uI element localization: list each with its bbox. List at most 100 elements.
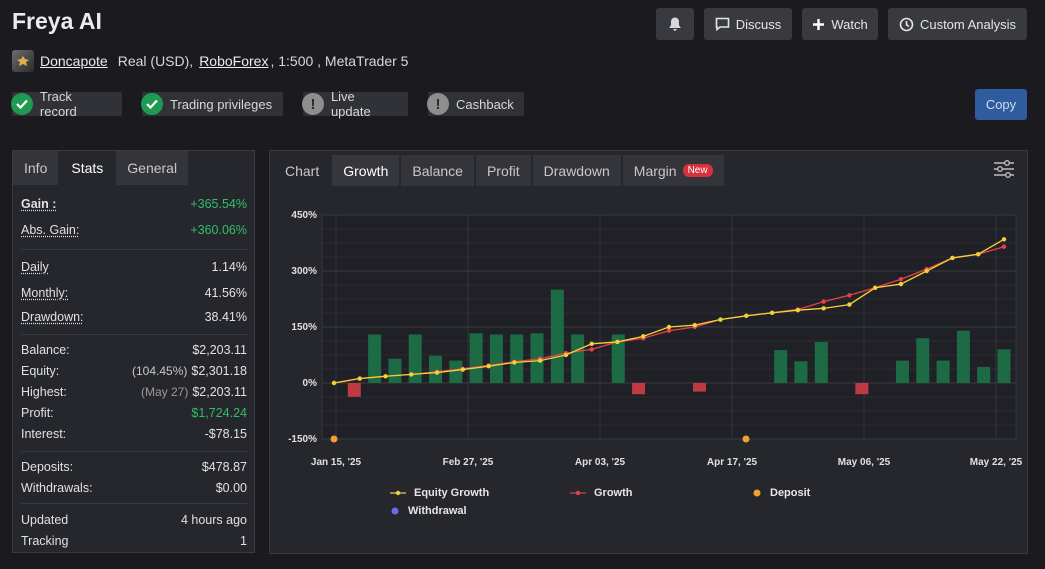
deposit-point: [742, 435, 750, 443]
equity-growth-point: [666, 324, 672, 330]
stat-label[interactable]: Daily: [21, 260, 49, 274]
copy-button[interactable]: Copy: [975, 89, 1027, 120]
dot-marker-icon: [391, 507, 399, 515]
user-link[interactable]: Doncapote: [40, 53, 108, 69]
equity-growth-point: [589, 341, 594, 346]
stat-label[interactable]: Drawdown:: [21, 310, 84, 324]
custom-analysis-button[interactable]: Custom Analysis: [888, 8, 1027, 40]
stat-label[interactable]: Abs. Gain:: [21, 223, 80, 237]
tab-growth[interactable]: Growth: [332, 155, 400, 186]
stat-gain: Gain : +365.54%: [21, 195, 247, 213]
sliders-icon: [994, 160, 1014, 178]
bar: [368, 334, 382, 383]
trading-privileges-badge[interactable]: Trading privileges: [141, 92, 283, 116]
discuss-button[interactable]: Discuss: [704, 8, 792, 40]
bar: [489, 334, 503, 383]
bar: [429, 355, 443, 383]
custom-analysis-label: Custom Analysis: [919, 16, 1017, 32]
badge-label: Live update: [330, 89, 371, 119]
divider: [21, 451, 247, 452]
stat-value: 1.14%: [211, 260, 247, 274]
watch-label: Watch: [831, 16, 868, 32]
legend-deposit[interactable]: Deposit: [752, 487, 810, 499]
stat-label: Profit:: [21, 406, 54, 420]
stat-balance: Balance: $2,203.11: [21, 341, 247, 359]
cashback-badge[interactable]: ! Cashback: [427, 92, 524, 116]
tab-margin[interactable]: Margin New: [622, 155, 724, 186]
stat-label[interactable]: Monthly:: [21, 286, 69, 300]
badge-label: Track record: [39, 89, 77, 119]
growth-chart[interactable]: 450% 300% 150% 0% -150% Jan 15, '25 Feb 27, '2…: [270, 201, 1027, 531]
stat-value: $0.00: [215, 481, 247, 495]
tab-profit[interactable]: Profit: [475, 155, 531, 186]
x-tick-label: Feb 27, '25: [443, 457, 494, 468]
stat-monthly: Monthly: 41.56%: [21, 284, 247, 302]
bar: [936, 360, 950, 383]
bar: [632, 383, 646, 395]
x-tick-label: Apr 03, '25: [575, 457, 626, 468]
bar: [469, 333, 483, 383]
stat-value: $2,203.11: [192, 385, 247, 399]
account-meta: Doncapote Real (USD), RoboForex , 1:500 …: [12, 50, 408, 72]
stat-deposits: Deposits: $478.87: [21, 458, 247, 476]
stat-tracking: Tracking 1: [21, 532, 247, 550]
notifications-button[interactable]: [656, 8, 694, 40]
chart-settings-button[interactable]: [993, 159, 1015, 182]
stat-value: $1,724.24: [191, 406, 247, 420]
x-tick-label: Jan 15, '25: [311, 457, 362, 468]
tab-drawdown[interactable]: Drawdown: [532, 155, 621, 186]
stat-highest: Highest: (May 27) $2,203.11: [21, 383, 247, 401]
tab-balance[interactable]: Balance: [401, 155, 474, 186]
equity-growth-point: [641, 334, 646, 339]
equity-growth-point: [847, 302, 852, 307]
tab-general[interactable]: General: [116, 151, 189, 185]
bar: [550, 289, 564, 383]
eagle-emblem-icon: [17, 56, 29, 66]
bar: [347, 383, 361, 397]
stat-label: Deposits:: [21, 460, 74, 474]
stat-label[interactable]: Gain :: [21, 197, 57, 211]
bar: [692, 383, 706, 392]
live-update-badge[interactable]: ! Live update: [302, 89, 408, 119]
legend-equity-growth[interactable]: Equity Growth: [390, 487, 489, 499]
x-tick-label: May 22, '25: [970, 457, 1023, 468]
legend-withdrawal[interactable]: Withdrawal: [390, 505, 467, 517]
growth-point: [847, 293, 852, 298]
stat-value: $478.87: [201, 460, 247, 474]
bar: [388, 358, 402, 383]
avatar[interactable]: [12, 50, 34, 72]
equity-growth-point: [537, 358, 543, 363]
stat-equity: Equity: (104.45%) $2,301.18: [21, 362, 247, 380]
exclamation-icon: !: [302, 93, 324, 115]
equity-growth-point: [357, 376, 362, 381]
tab-chart[interactable]: Chart: [285, 162, 320, 179]
equity-growth-point: [950, 255, 955, 261]
tab-info[interactable]: Info: [13, 151, 59, 185]
equity-growth-point: [769, 310, 775, 316]
check-icon: [141, 93, 163, 115]
equity-growth-point: [512, 360, 517, 365]
stat-abs-gain: Abs. Gain: +360.06%: [21, 221, 247, 239]
stat-note: (104.45%): [132, 364, 188, 378]
chart-panel: Chart Growth Balance Profit Drawdown Mar…: [269, 150, 1028, 554]
legend-growth[interactable]: Growth: [570, 487, 633, 499]
broker-link[interactable]: RoboForex: [199, 53, 269, 69]
divider: [21, 249, 247, 250]
y-tick-label: 450%: [291, 210, 317, 221]
equity-growth-point: [718, 317, 723, 322]
tab-margin-label: Margin: [633, 162, 677, 179]
watch-button[interactable]: Watch: [802, 8, 878, 40]
tab-stats[interactable]: Stats: [60, 151, 115, 185]
growth-point: [821, 299, 826, 304]
y-tick-label: 0%: [303, 378, 318, 389]
chat-icon: [715, 17, 730, 31]
discuss-label: Discuss: [735, 16, 782, 32]
equity-growth-point: [409, 372, 414, 377]
stat-profit: Profit: $1,724.24: [21, 404, 247, 422]
stat-interest: Interest: -$78.15: [21, 425, 247, 443]
bar: [774, 350, 788, 383]
bar: [956, 330, 970, 383]
x-tick-label: Apr 17, '25: [707, 457, 758, 468]
track-record-badge[interactable]: Track record: [11, 89, 122, 119]
stat-value: 38.41%: [204, 310, 247, 324]
